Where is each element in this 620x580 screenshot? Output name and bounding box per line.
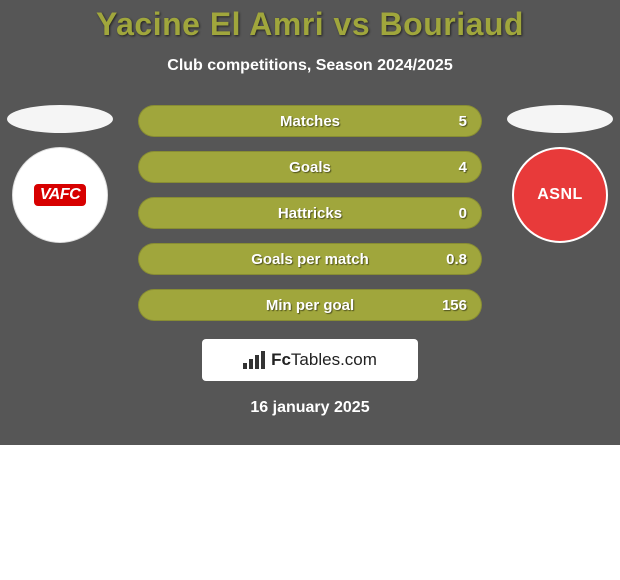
- brand-badge[interactable]: FcTables.com: [202, 339, 418, 381]
- brand-suffix: .com: [340, 350, 377, 369]
- stats-list: Matches 5 Goals 4 Hattricks 0 Goals per …: [138, 105, 482, 321]
- bar-chart-icon: [243, 351, 265, 369]
- stat-label: Matches: [280, 113, 340, 130]
- subtitle: Club competitions, Season 2024/2025: [0, 57, 620, 75]
- stat-label: Goals per match: [251, 251, 369, 268]
- brand-main: Tables: [291, 350, 340, 369]
- crest-left-label: VAFC: [32, 182, 88, 208]
- date-label: 16 january 2025: [0, 399, 620, 417]
- comparison-card: Yacine El Amri vs Bouriaud Club competit…: [0, 0, 620, 445]
- content-region: VAFC ASNL Matches 5 Goals 4 Hattricks 0: [0, 105, 620, 417]
- stat-value: 0.8: [446, 251, 467, 268]
- player-left-avatar-placeholder: [7, 105, 113, 133]
- stat-value: 5: [459, 113, 467, 130]
- player-left-column: VAFC: [0, 105, 120, 243]
- player-right-avatar-placeholder: [507, 105, 613, 133]
- stat-row-hattricks: Hattricks 0: [138, 197, 482, 229]
- stat-row-matches: Matches 5: [138, 105, 482, 137]
- stat-label: Goals: [289, 159, 331, 176]
- crest-right: ASNL: [512, 147, 608, 243]
- stat-row-min-per-goal: Min per goal 156: [138, 289, 482, 321]
- stat-row-goals: Goals 4: [138, 151, 482, 183]
- stat-value: 0: [459, 205, 467, 222]
- stat-row-goals-per-match: Goals per match 0.8: [138, 243, 482, 275]
- brand-prefix: Fc: [271, 350, 291, 369]
- stat-value: 156: [442, 297, 467, 314]
- stat-label: Hattricks: [278, 205, 342, 222]
- stat-value: 4: [459, 159, 467, 176]
- crest-right-label: ASNL: [537, 186, 583, 204]
- brand-text: FcTables.com: [271, 350, 377, 370]
- crest-left: VAFC: [12, 147, 108, 243]
- page-title: Yacine El Amri vs Bouriaud: [0, 0, 620, 43]
- player-right-column: ASNL: [500, 105, 620, 243]
- stat-label: Min per goal: [266, 297, 354, 314]
